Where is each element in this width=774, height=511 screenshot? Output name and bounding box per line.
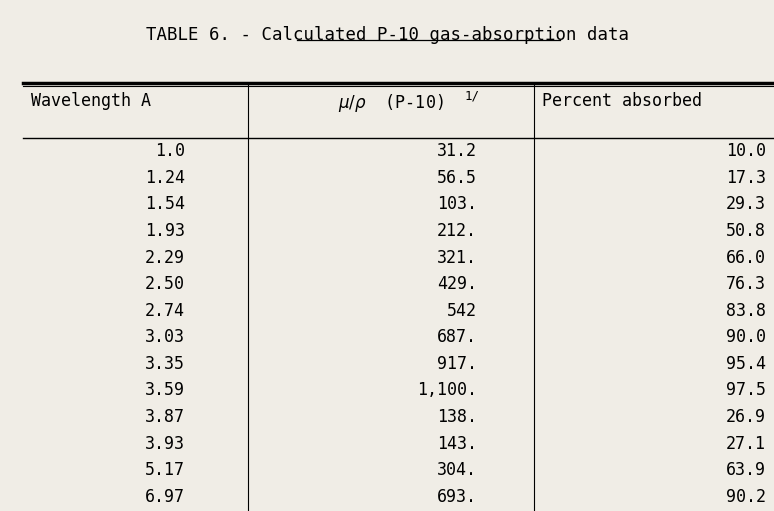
Text: 429.: 429. <box>437 275 477 293</box>
Text: 1,100.: 1,100. <box>416 381 477 400</box>
Text: 917.: 917. <box>437 355 477 373</box>
Text: 31.2: 31.2 <box>437 142 477 160</box>
Text: 103.: 103. <box>437 195 477 214</box>
Text: 2.74: 2.74 <box>145 301 185 320</box>
Text: 1/: 1/ <box>464 89 479 102</box>
Text: TABLE 6. - Calculated P-10 gas-absorption data: TABLE 6. - Calculated P-10 gas-absorptio… <box>146 26 628 43</box>
Text: 27.1: 27.1 <box>726 434 765 453</box>
Text: 10.0: 10.0 <box>726 142 765 160</box>
Text: 321.: 321. <box>437 248 477 267</box>
Text: 138.: 138. <box>437 408 477 426</box>
Text: 3.35: 3.35 <box>145 355 185 373</box>
Text: 6.97: 6.97 <box>145 487 185 506</box>
Text: 2.50: 2.50 <box>145 275 185 293</box>
Text: 1.24: 1.24 <box>145 169 185 187</box>
Text: 3.03: 3.03 <box>145 328 185 346</box>
Text: 304.: 304. <box>437 461 477 479</box>
Text: 50.8: 50.8 <box>726 222 765 240</box>
Text: 1.93: 1.93 <box>145 222 185 240</box>
Text: $\mu/\rho$  (P-10): $\mu/\rho$ (P-10) <box>338 92 444 114</box>
Text: 63.9: 63.9 <box>726 461 765 479</box>
Text: 66.0: 66.0 <box>726 248 765 267</box>
Text: 3.87: 3.87 <box>145 408 185 426</box>
Text: 90.2: 90.2 <box>726 487 765 506</box>
Text: 1.0: 1.0 <box>155 142 185 160</box>
Text: 212.: 212. <box>437 222 477 240</box>
Text: 90.0: 90.0 <box>726 328 765 346</box>
Text: 83.8: 83.8 <box>726 301 765 320</box>
Text: 687.: 687. <box>437 328 477 346</box>
Text: 76.3: 76.3 <box>726 275 765 293</box>
Text: 97.5: 97.5 <box>726 381 765 400</box>
Text: 56.5: 56.5 <box>437 169 477 187</box>
Text: Wavelength A: Wavelength A <box>31 92 151 110</box>
Text: 3.93: 3.93 <box>145 434 185 453</box>
Text: 26.9: 26.9 <box>726 408 765 426</box>
Text: 17.3: 17.3 <box>726 169 765 187</box>
Text: 95.4: 95.4 <box>726 355 765 373</box>
Text: 1.54: 1.54 <box>145 195 185 214</box>
Text: 5.17: 5.17 <box>145 461 185 479</box>
Text: 143.: 143. <box>437 434 477 453</box>
Text: 2.29: 2.29 <box>145 248 185 267</box>
Text: 693.: 693. <box>437 487 477 506</box>
Text: Percent absorbed: Percent absorbed <box>542 92 702 110</box>
Text: 29.3: 29.3 <box>726 195 765 214</box>
Text: 3.59: 3.59 <box>145 381 185 400</box>
Text: 542: 542 <box>447 301 477 320</box>
